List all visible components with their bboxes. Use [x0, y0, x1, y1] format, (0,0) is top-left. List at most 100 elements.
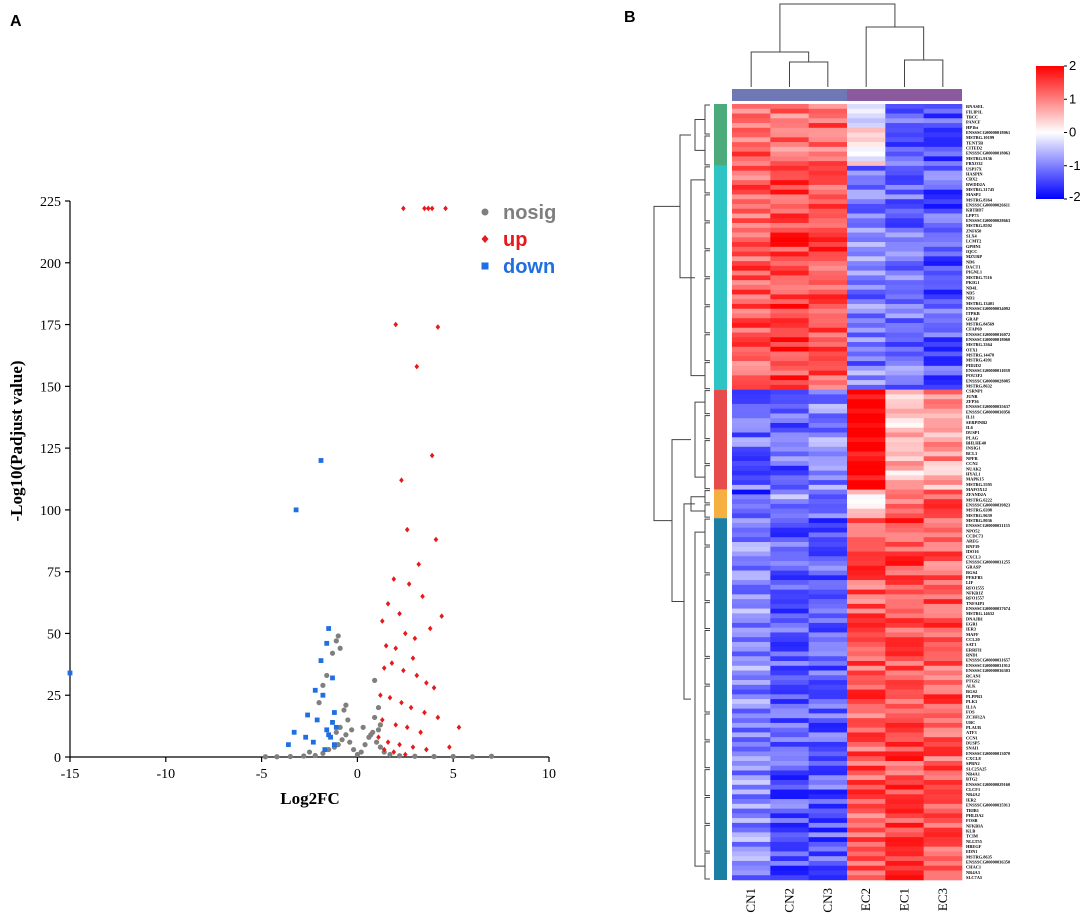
row-dendro-branch	[704, 465, 710, 490]
heatmap-cell	[732, 446, 771, 452]
heatmap-cell	[923, 108, 963, 114]
heatmap-cell	[732, 227, 771, 233]
heatmap-cell	[847, 361, 886, 367]
heatmap-cell	[808, 818, 848, 824]
point-nosig	[326, 746, 332, 753]
heatmap-cell	[808, 199, 848, 205]
heatmap-cell	[847, 470, 886, 476]
heatmap-cell	[732, 699, 771, 705]
gene-label: PTGS2	[966, 678, 980, 683]
gene-label: LPP73	[966, 213, 979, 218]
gene-label: ENSSSCG00000034092	[966, 306, 1010, 311]
heatmap-cell	[808, 275, 848, 281]
heatmap-cell	[923, 422, 963, 429]
heatmap-cell	[808, 637, 848, 643]
gene-label: RGS2	[966, 689, 977, 694]
heatmap-cell	[923, 470, 963, 476]
heatmap-cell	[770, 280, 809, 286]
heatmap-cell	[770, 751, 809, 757]
point-nosig	[450, 753, 456, 760]
heatmap-cell	[770, 661, 809, 667]
gene-label: SLC25A25	[966, 766, 987, 771]
heatmap-cell	[923, 637, 963, 643]
heatmap-cell	[808, 765, 848, 771]
heatmap-cell	[808, 708, 848, 714]
heatmap-cell	[847, 584, 886, 590]
row-dendro-branch	[704, 194, 710, 222]
heatmap-cell	[847, 442, 886, 448]
heatmap-cell	[847, 670, 886, 676]
gene-label: ENSSSCG00000028085	[966, 378, 1011, 383]
gene-label: CCDC73	[966, 534, 984, 539]
point-up	[412, 635, 418, 642]
heatmap-cell	[770, 165, 809, 171]
heatmap-cell	[923, 751, 963, 757]
heatmap-cell	[885, 546, 924, 552]
heatmap-cell	[770, 246, 809, 252]
heatmap-cell	[770, 499, 809, 505]
heatmap-cell	[885, 194, 924, 200]
heatmap-cell	[808, 722, 848, 728]
heatmap-cell	[885, 618, 924, 624]
heatmap-cell	[923, 294, 963, 300]
volcano-points	[67, 205, 495, 760]
heatmap-cell	[847, 837, 886, 843]
colorbar-tick-label: 1	[1069, 91, 1076, 106]
heatmap-cell	[847, 561, 886, 567]
heatmap-cell	[732, 799, 771, 805]
heatmap-cell	[923, 351, 963, 357]
heatmap-cell	[808, 813, 848, 819]
heatmap-cell	[923, 822, 963, 828]
heatmap-cell	[808, 208, 848, 214]
point-nosig	[274, 754, 280, 760]
heatmap-cell	[770, 456, 809, 462]
heatmap-cell	[732, 827, 771, 833]
heatmap-cell	[847, 246, 886, 252]
heatmap-cell	[732, 870, 771, 876]
heatmap-cell	[847, 537, 886, 543]
heatmap-cell	[923, 289, 963, 295]
heatmap-cell	[923, 589, 963, 595]
heatmap-cell	[847, 165, 886, 171]
heatmap-cell	[847, 727, 886, 733]
point-up	[383, 643, 389, 649]
heatmap-cell	[770, 408, 809, 414]
heatmap-cell	[732, 261, 771, 267]
heatmap-cell	[732, 727, 771, 733]
point-nosig	[262, 754, 269, 760]
point-up	[389, 660, 395, 666]
heatmap-cell	[808, 308, 848, 314]
heatmap-cell	[847, 318, 886, 324]
heatmap-cell	[732, 218, 771, 224]
heatmap-cell	[808, 375, 848, 381]
heatmap-cell	[923, 346, 963, 352]
heatmap-cell	[808, 123, 848, 129]
heatmap-cell	[808, 713, 848, 719]
heatmap-cell	[808, 741, 848, 747]
heatmap-cell	[732, 284, 771, 290]
gene-label: ERRFI1	[966, 647, 982, 652]
heatmap-cell	[732, 275, 771, 281]
heatmap-cell	[770, 741, 809, 747]
heatmap-cell	[770, 584, 809, 590]
heatmap-cell	[732, 632, 771, 638]
heatmap-cell	[808, 494, 848, 500]
point-up	[416, 561, 422, 568]
heatmap-cell	[732, 480, 771, 486]
heatmap-cell	[808, 665, 848, 671]
row-dendro-branch	[704, 415, 710, 440]
heatmap-cell	[923, 223, 963, 229]
heatmap-cell	[847, 408, 886, 414]
heatmap-cell	[923, 332, 963, 338]
heatmap-cell	[808, 480, 848, 486]
heatmap-cell	[770, 465, 809, 471]
heatmap-cell	[808, 599, 848, 605]
colorbar-tick-label: -2	[1069, 189, 1081, 204]
heatmap-cell	[732, 646, 771, 652]
gene-label: CLCF1	[966, 787, 980, 792]
point-nosig	[324, 672, 330, 679]
heatmap-cell	[808, 156, 848, 162]
heatmap-cell	[808, 175, 848, 181]
gene-label: MAPK15	[966, 477, 985, 482]
heatmap-cell	[847, 684, 886, 690]
